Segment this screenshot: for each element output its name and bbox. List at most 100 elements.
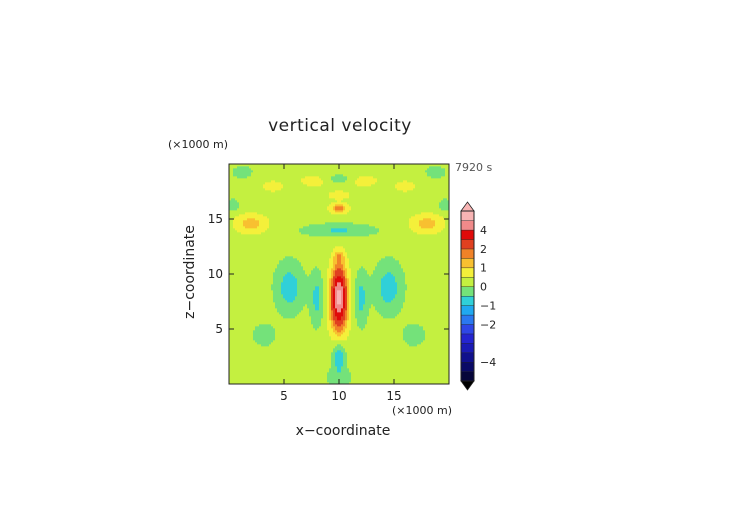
heatmap-cell — [313, 296, 316, 299]
heatmap-cell — [285, 306, 288, 309]
heatmap-cell — [231, 266, 234, 269]
heatmap-cell — [267, 314, 270, 317]
heatmap-cell — [271, 358, 274, 361]
heatmap-cell — [277, 366, 280, 369]
heatmap-cell — [265, 266, 268, 269]
heatmap-cell — [239, 256, 242, 259]
heatmap-cell — [283, 218, 286, 221]
heatmap-cell — [255, 284, 258, 287]
heatmap-cell — [313, 184, 316, 187]
heatmap-cell — [287, 238, 290, 241]
heatmap-cell — [309, 366, 312, 369]
heatmap-cell — [315, 172, 318, 175]
heatmap-cell — [257, 246, 260, 249]
heatmap-cell — [251, 214, 254, 217]
heatmap-cell — [275, 178, 278, 181]
heatmap-cell — [285, 204, 288, 207]
heatmap-cell — [281, 242, 284, 245]
heatmap-cell — [281, 182, 284, 185]
heatmap-cell — [275, 192, 278, 195]
heatmap-cell — [303, 186, 306, 189]
heatmap-cell — [235, 278, 238, 281]
heatmap-cell — [311, 324, 314, 327]
heatmap-cell — [251, 354, 254, 357]
heatmap-cell — [297, 180, 300, 183]
heatmap-cell — [301, 222, 304, 225]
heatmap-cell — [303, 220, 306, 223]
heatmap-cell — [243, 356, 246, 359]
heatmap-cell — [277, 374, 280, 377]
heatmap-cell — [259, 264, 262, 267]
heatmap-cell — [311, 272, 314, 275]
heatmap-cell — [267, 302, 270, 305]
heatmap-cell — [279, 334, 282, 337]
heatmap-cell — [253, 272, 256, 275]
heatmap-cell — [261, 264, 264, 267]
heatmap-cell — [273, 192, 276, 195]
heatmap-cell — [261, 282, 264, 285]
heatmap-cell — [241, 284, 244, 287]
heatmap-cell — [271, 254, 274, 257]
heatmap-cell — [287, 174, 290, 177]
heatmap-cell — [289, 268, 292, 271]
heatmap-cell — [299, 270, 302, 273]
heatmap-cell — [255, 230, 258, 233]
heatmap-cell — [275, 264, 278, 267]
heatmap-cell — [259, 212, 262, 215]
heatmap-cell — [261, 306, 264, 309]
heatmap-cell — [283, 192, 286, 195]
heatmap-cell — [301, 166, 304, 169]
heatmap-cell — [307, 358, 310, 361]
heatmap-cell — [283, 314, 286, 317]
heatmap-cell — [247, 240, 250, 243]
heatmap-cell — [275, 166, 278, 169]
heatmap-cell — [307, 342, 310, 345]
heatmap-cell — [263, 242, 266, 245]
heatmap-cell — [273, 302, 276, 305]
heatmap-cell — [249, 308, 252, 311]
heatmap-cell — [263, 294, 266, 297]
heatmap-cell — [309, 322, 312, 325]
heatmap-cell — [235, 292, 238, 295]
heatmap-cell — [231, 236, 234, 239]
heatmap-cell — [281, 358, 284, 361]
heatmap-cell — [313, 172, 316, 175]
heatmap-cell — [297, 270, 300, 273]
heatmap-cell — [241, 378, 244, 381]
heatmap-cell — [269, 168, 272, 171]
heatmap-cell — [285, 242, 288, 245]
heatmap-cell — [315, 296, 318, 299]
heatmap-cell — [299, 370, 302, 373]
heatmap-cell — [301, 360, 304, 363]
heatmap-cell — [255, 332, 258, 335]
heatmap-cell — [267, 218, 270, 221]
heatmap-cell — [281, 190, 284, 193]
heatmap-cell — [315, 312, 318, 315]
heatmap-cell — [233, 310, 236, 313]
heatmap-cell — [297, 196, 300, 199]
heatmap-cell — [279, 286, 282, 289]
heatmap-cell — [239, 286, 242, 289]
heatmap-cell — [261, 238, 264, 241]
heatmap-cell — [241, 174, 244, 177]
heatmap-cell — [265, 170, 268, 173]
heatmap-cell — [245, 328, 248, 331]
heatmap-cell — [291, 276, 294, 279]
heatmap-cell — [235, 244, 238, 247]
heatmap-cell — [317, 276, 320, 279]
heatmap-cell — [307, 330, 310, 333]
heatmap-cell — [275, 344, 278, 347]
heatmap-cell — [285, 228, 288, 231]
heatmap-cell — [309, 232, 312, 235]
heatmap-cell — [293, 222, 296, 225]
heatmap-cell — [275, 194, 278, 197]
heatmap-cell — [265, 294, 268, 297]
heatmap-cell — [243, 222, 246, 225]
heatmap-cell — [295, 180, 298, 183]
heatmap-cell — [289, 334, 292, 337]
heatmap-cell — [299, 308, 302, 311]
heatmap-cell — [239, 280, 242, 283]
heatmap-cell — [235, 266, 238, 269]
heatmap-cell — [301, 272, 304, 275]
heatmap-cell — [275, 290, 278, 293]
